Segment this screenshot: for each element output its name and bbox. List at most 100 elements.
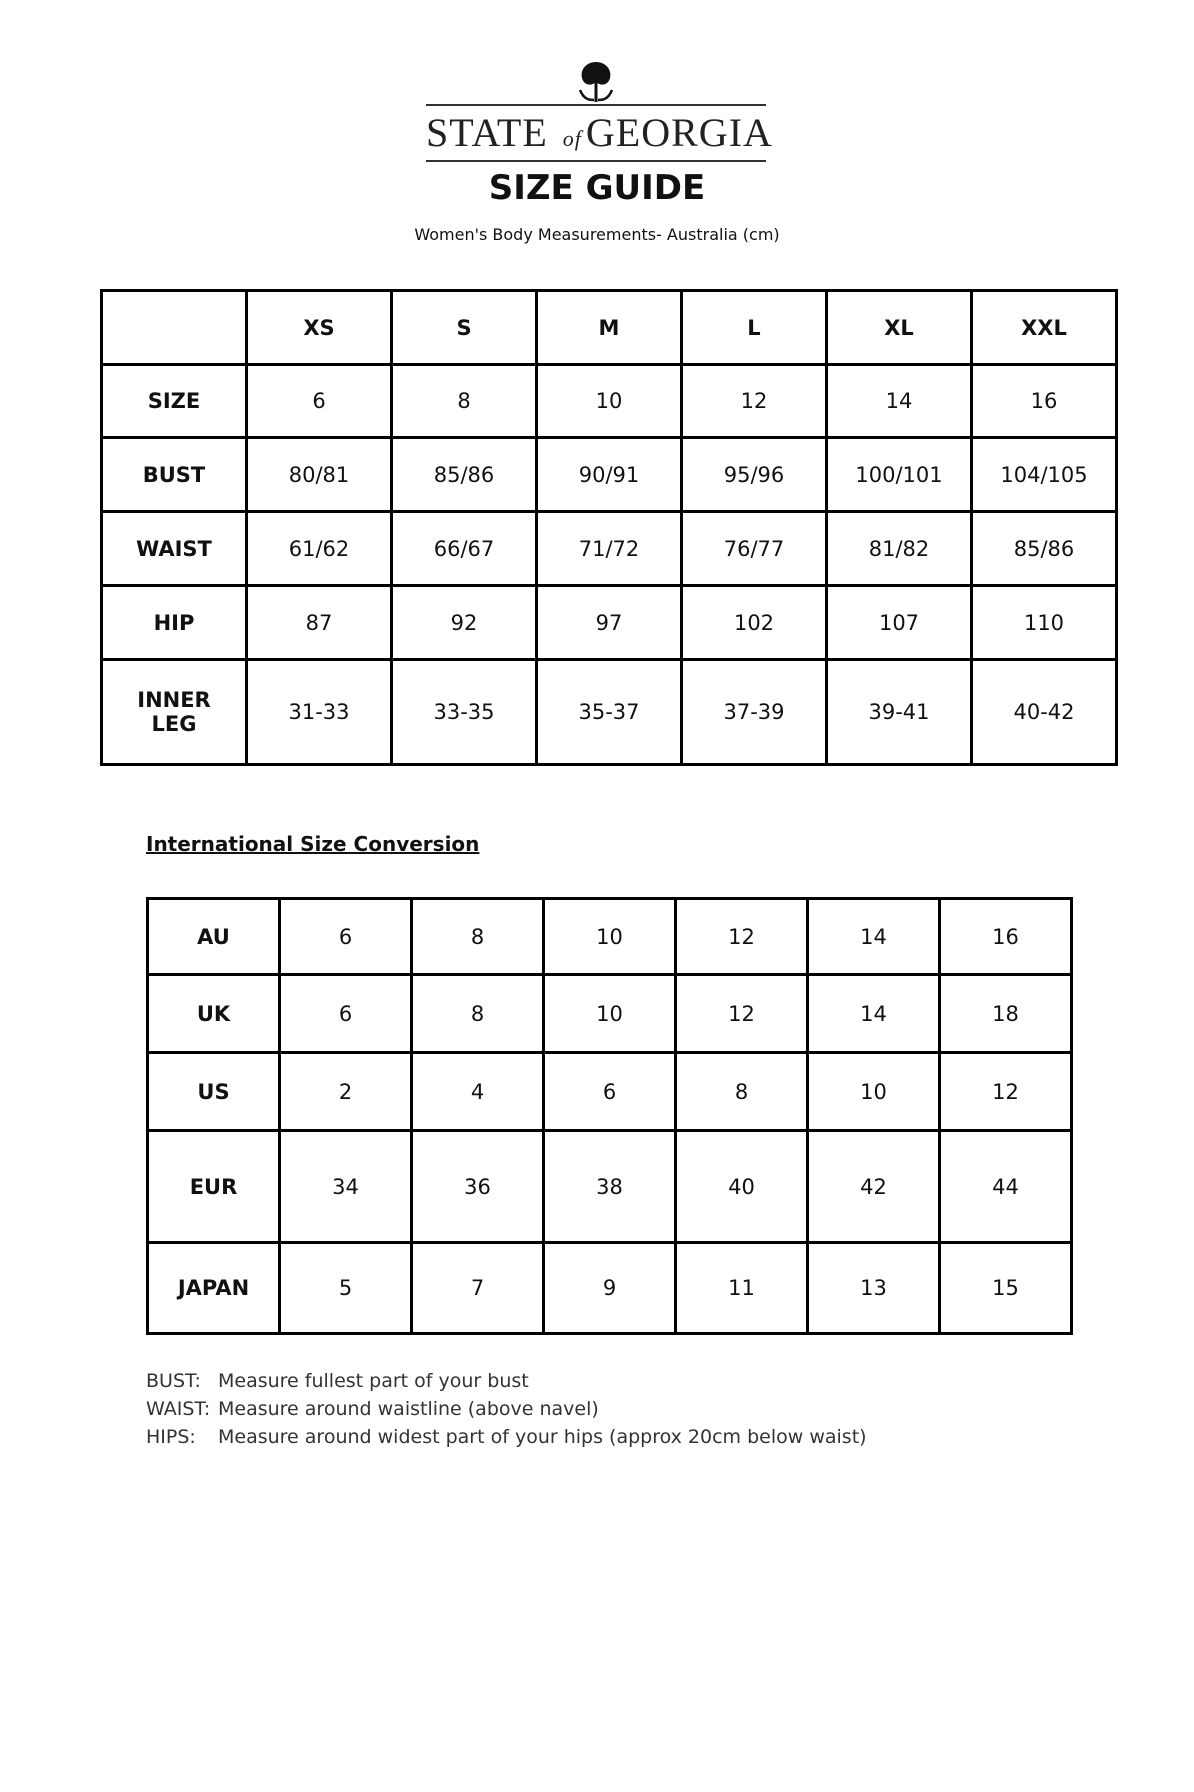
table-cell: 14 bbox=[825, 363, 973, 439]
table-cell: 12 bbox=[680, 363, 828, 439]
note-text: Measure around waistline (above navel) bbox=[218, 1398, 599, 1420]
page-title: SIZE GUIDE bbox=[488, 168, 706, 208]
table-row: AU 6 8 10 12 14 16 bbox=[146, 897, 1073, 976]
note-key: HIPS: bbox=[146, 1426, 196, 1448]
table-cell: 90/91 bbox=[535, 436, 683, 513]
row-label: UK bbox=[146, 973, 281, 1054]
table-cell: 31-33 bbox=[245, 658, 393, 766]
note-text: Measure around widest part of your hips … bbox=[218, 1426, 867, 1448]
table-row: US 2 4 6 8 10 12 bbox=[146, 1051, 1073, 1132]
table-cell: 10 bbox=[542, 897, 677, 976]
table-header-row: XS S M L XL XXL bbox=[100, 289, 1118, 366]
header-cell: L bbox=[680, 289, 828, 366]
table-cell: 42 bbox=[806, 1129, 941, 1244]
table-cell: 7 bbox=[410, 1241, 545, 1335]
header-cell: S bbox=[390, 289, 538, 366]
table-cell: 97 bbox=[535, 584, 683, 661]
table-cell: 6 bbox=[245, 363, 393, 439]
table-cell: 36 bbox=[410, 1129, 545, 1244]
table-cell: 34 bbox=[278, 1129, 413, 1244]
table-cell: 8 bbox=[390, 363, 538, 439]
table-row: JAPAN 5 7 9 11 13 15 bbox=[146, 1241, 1073, 1335]
row-label: WAIST bbox=[100, 510, 248, 587]
row-label: INNER LEG bbox=[100, 658, 248, 766]
header-cell: XL bbox=[825, 289, 973, 366]
table-cell: 95/96 bbox=[680, 436, 828, 513]
table-cell: 10 bbox=[535, 363, 683, 439]
table-cell: 40-42 bbox=[970, 658, 1118, 766]
table-cell: 6 bbox=[542, 1051, 677, 1132]
table-cell: 8 bbox=[674, 1051, 809, 1132]
table-row: BUST 80/81 85/86 90/91 95/96 100/101 104/105 bbox=[100, 436, 1118, 513]
conversion-table: AU 6 8 10 12 14 16 UK 6 8 10 12 14 18 US 2 4 6 8 10 12 EUR 34 3… bbox=[146, 897, 1073, 1335]
table-cell: 6 bbox=[278, 973, 413, 1054]
header-cell: XXL bbox=[970, 289, 1118, 366]
table-row: EUR 34 36 38 40 42 44 bbox=[146, 1129, 1073, 1244]
table-row: UK 6 8 10 12 14 18 bbox=[146, 973, 1073, 1054]
table-cell: 13 bbox=[806, 1241, 941, 1335]
header-cell: M bbox=[535, 289, 683, 366]
table-cell: 16 bbox=[938, 897, 1073, 976]
table-cell: 81/82 bbox=[825, 510, 973, 587]
table-cell: 71/72 bbox=[535, 510, 683, 587]
table-row: HIP 87 92 97 102 107 110 bbox=[100, 584, 1118, 661]
header-cell: XS bbox=[245, 289, 393, 366]
table-cell: 12 bbox=[938, 1051, 1073, 1132]
table-row: WAIST 61/62 66/67 71/72 76/77 81/82 85/86 bbox=[100, 510, 1118, 587]
note-text: Measure fullest part of your bust bbox=[218, 1370, 529, 1392]
table-cell: 87 bbox=[245, 584, 393, 661]
table-cell: 92 bbox=[390, 584, 538, 661]
table-cell: 10 bbox=[542, 973, 677, 1054]
header-cell bbox=[100, 289, 248, 366]
table-cell: 2 bbox=[278, 1051, 413, 1132]
table-cell: 4 bbox=[410, 1051, 545, 1132]
table-cell: 8 bbox=[410, 973, 545, 1054]
table-cell: 40 bbox=[674, 1129, 809, 1244]
brand-name: STATE of GEORGIA bbox=[426, 110, 773, 155]
table-cell: 12 bbox=[674, 973, 809, 1054]
brand-logo: STATE of GEORGIA bbox=[426, 60, 773, 165]
table-cell: 61/62 bbox=[245, 510, 393, 587]
page-subtitle: Women's Body Measurements- Australia (cm… bbox=[414, 225, 780, 244]
table-cell: 14 bbox=[806, 897, 941, 976]
table-cell: 10 bbox=[806, 1051, 941, 1132]
table-cell: 6 bbox=[278, 897, 413, 976]
table-cell: 107 bbox=[825, 584, 973, 661]
row-label: EUR bbox=[146, 1129, 281, 1244]
table-cell: 85/86 bbox=[390, 436, 538, 513]
table-cell: 37-39 bbox=[680, 658, 828, 766]
row-label: SIZE bbox=[100, 363, 248, 439]
table-cell: 35-37 bbox=[535, 658, 683, 766]
row-label: JAPAN bbox=[146, 1241, 281, 1335]
row-label: AU bbox=[146, 897, 281, 976]
table-row: SIZE 6 8 10 12 14 16 bbox=[100, 363, 1118, 439]
table-cell: 8 bbox=[410, 897, 545, 976]
table-cell: 104/105 bbox=[970, 436, 1118, 513]
table-cell: 80/81 bbox=[245, 436, 393, 513]
table-cell: 76/77 bbox=[680, 510, 828, 587]
table-cell: 102 bbox=[680, 584, 828, 661]
conversion-heading: International Size Conversion bbox=[146, 832, 480, 856]
table-cell: 9 bbox=[542, 1241, 677, 1335]
note-key: BUST: bbox=[146, 1370, 201, 1392]
table-cell: 11 bbox=[674, 1241, 809, 1335]
row-label: BUST bbox=[100, 436, 248, 513]
measurements-table: XS S M L XL XXL SIZE 6 8 10 12 14 16 BUST 80/81 8… bbox=[100, 289, 1118, 766]
row-label: HIP bbox=[100, 584, 248, 661]
table-cell: 39-41 bbox=[825, 658, 973, 766]
table-cell: 18 bbox=[938, 973, 1073, 1054]
table-cell: 12 bbox=[674, 897, 809, 976]
table-cell: 16 bbox=[970, 363, 1118, 439]
table-cell: 85/86 bbox=[970, 510, 1118, 587]
table-cell: 66/67 bbox=[390, 510, 538, 587]
table-cell: 110 bbox=[970, 584, 1118, 661]
logo-bottom-rule bbox=[426, 160, 766, 162]
note-key: WAIST: bbox=[146, 1398, 211, 1420]
table-cell: 33-35 bbox=[390, 658, 538, 766]
table-cell: 100/101 bbox=[825, 436, 973, 513]
table-cell: 15 bbox=[938, 1241, 1073, 1335]
table-cell: 14 bbox=[806, 973, 941, 1054]
table-row: INNER LEG 31-33 33-35 35-37 37-39 39-41 40-42 bbox=[100, 658, 1118, 766]
tree-icon bbox=[578, 62, 614, 102]
logo-top-rule bbox=[426, 104, 766, 106]
